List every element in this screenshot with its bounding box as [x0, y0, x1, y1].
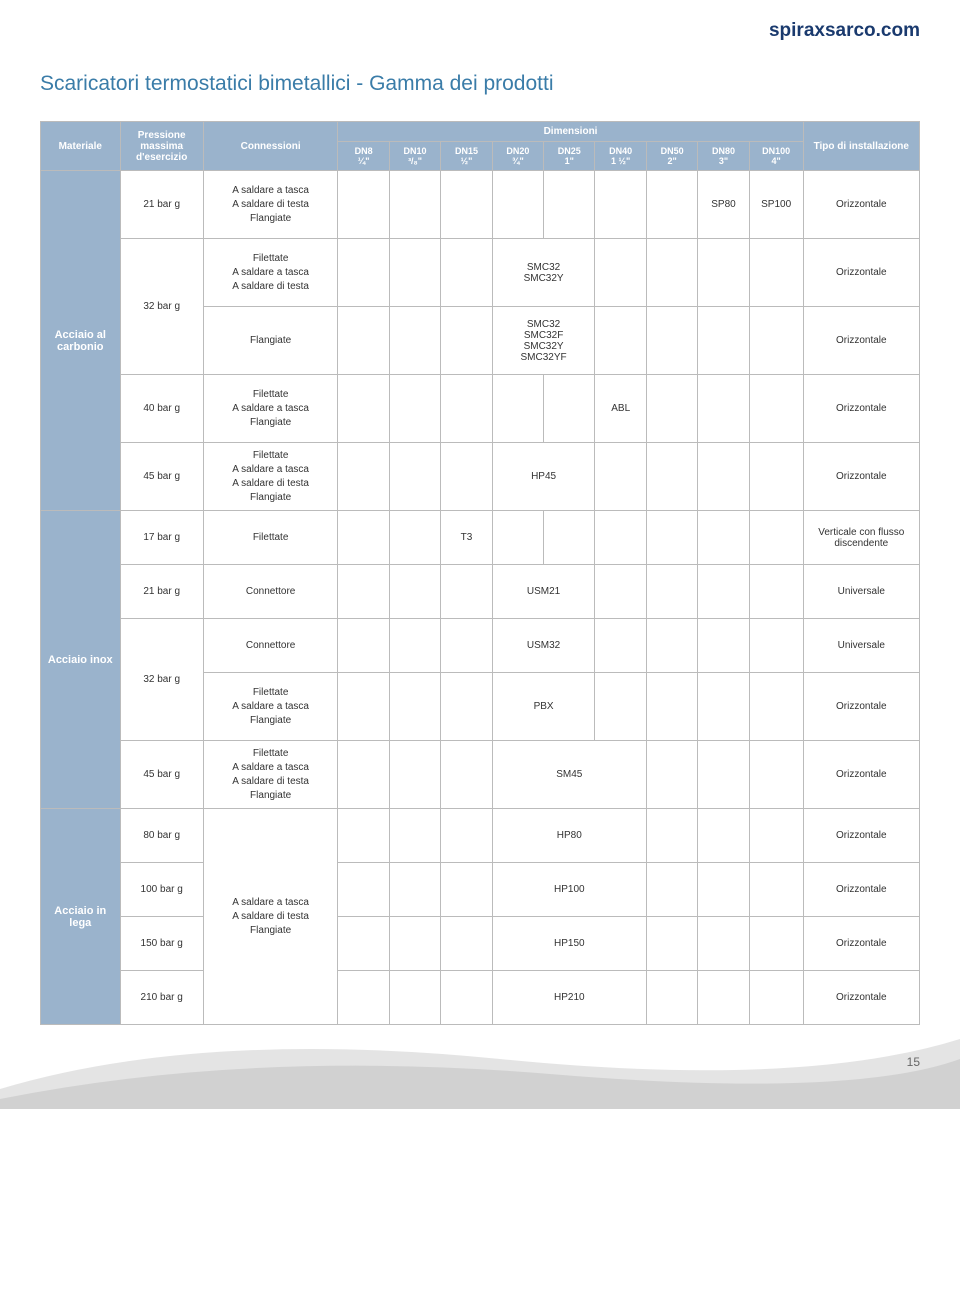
- product-cell: SM45: [492, 741, 646, 809]
- pressure-cell: 17 bar g: [120, 511, 203, 565]
- th-dn100: DN1004": [749, 142, 803, 171]
- install-cell: Orizzontale: [803, 863, 919, 917]
- install-cell: Orizzontale: [803, 375, 919, 443]
- table-row: 45 bar g FilettateA saldare a tascaA sal…: [41, 443, 920, 511]
- th-dn50: DN502": [646, 142, 697, 171]
- install-cell: Orizzontale: [803, 971, 919, 1025]
- product-cell: SMC32SMC32FSMC32YSMC32YF: [492, 307, 595, 375]
- install-cell: Orizzontale: [803, 239, 919, 307]
- pressure-cell: 80 bar g: [120, 809, 203, 863]
- pressure-cell: 21 bar g: [120, 565, 203, 619]
- pressure-cell: 100 bar g: [120, 863, 203, 917]
- connection-cell: FilettateA saldare a tascaA saldare di t…: [203, 443, 338, 511]
- th-materiale: Materiale: [41, 122, 121, 171]
- install-cell: Orizzontale: [803, 917, 919, 971]
- product-cell: USM21: [492, 565, 595, 619]
- pressure-cell: 40 bar g: [120, 375, 203, 443]
- th-connessioni: Connessioni: [203, 122, 338, 171]
- product-cell: SMC32SMC32Y: [492, 239, 595, 307]
- pressure-cell: 32 bar g: [120, 239, 203, 375]
- connection-cell: Flangiate: [203, 307, 338, 375]
- pressure-cell: 45 bar g: [120, 443, 203, 511]
- install-cell: Verticale con flusso discendente: [803, 511, 919, 565]
- install-cell: Orizzontale: [803, 809, 919, 863]
- product-cell: PBX: [492, 673, 595, 741]
- pressure-cell: 32 bar g: [120, 619, 203, 741]
- th-pressione: Pressione massima d'esercizio: [120, 122, 203, 171]
- connection-cell: Connettore: [203, 565, 338, 619]
- table-row: Acciaio al carbonio 21 bar g A saldare a…: [41, 171, 920, 239]
- install-cell: Universale: [803, 619, 919, 673]
- product-table: Materiale Pressione massima d'esercizio …: [40, 121, 920, 1025]
- table-row: 210 bar g HP210 Orizzontale: [41, 971, 920, 1025]
- product-cell: HP100: [492, 863, 646, 917]
- connection-cell: A saldare a tascaA saldare di testaFlang…: [203, 171, 338, 239]
- th-dn8: DN8¼": [338, 142, 389, 171]
- table-row: Acciaio inox 17 bar g Filettate T3 Verti…: [41, 511, 920, 565]
- table-row: 100 bar g HP100 Orizzontale: [41, 863, 920, 917]
- th-dn25: DN251": [544, 142, 595, 171]
- install-cell: Orizzontale: [803, 741, 919, 809]
- table-row: 21 bar g Connettore USM21 Universale: [41, 565, 920, 619]
- product-cell: HP45: [492, 443, 595, 511]
- material-cell: Acciaio inox: [41, 511, 121, 809]
- table-row: 45 bar g FilettateA saldare a tascaA sal…: [41, 741, 920, 809]
- th-dimensioni: Dimensioni: [338, 122, 803, 142]
- table-row: 150 bar g HP150 Orizzontale: [41, 917, 920, 971]
- connection-cell: A saldare a tascaA saldare di testaFlang…: [203, 809, 338, 1025]
- product-cell: T3: [441, 511, 492, 565]
- th-dn40: DN401 ½": [595, 142, 646, 171]
- table-header: Materiale Pressione massima d'esercizio …: [41, 122, 920, 171]
- product-cell: ABL: [595, 375, 646, 443]
- table-row: 32 bar g FilettateA saldare a tascaA sal…: [41, 239, 920, 307]
- material-cell: Acciaio al carbonio: [41, 171, 121, 511]
- connection-cell: FilettateA saldare a tascaA saldare di t…: [203, 239, 338, 307]
- product-cell: SP100: [749, 171, 803, 239]
- page-title: Scaricatori termostatici bimetallici - G…: [40, 72, 920, 96]
- product-cell: USM32: [492, 619, 595, 673]
- th-dn20: DN20¾": [492, 142, 543, 171]
- install-cell: Orizzontale: [803, 673, 919, 741]
- install-cell: Orizzontale: [803, 171, 919, 239]
- install-cell: Orizzontale: [803, 307, 919, 375]
- pressure-cell: 45 bar g: [120, 741, 203, 809]
- connection-cell: FilettateA saldare a tascaA saldare di t…: [203, 741, 338, 809]
- pressure-cell: 210 bar g: [120, 971, 203, 1025]
- pressure-cell: 21 bar g: [120, 171, 203, 239]
- th-tipo: Tipo di installazione: [803, 122, 919, 171]
- table-row: 40 bar g FilettateA saldare a tascaFlang…: [41, 375, 920, 443]
- connection-cell: FilettateA saldare a tascaFlangiate: [203, 673, 338, 741]
- th-dn10: DN10³/₈": [389, 142, 440, 171]
- connection-cell: Filettate: [203, 511, 338, 565]
- th-dn15: DN15½": [441, 142, 492, 171]
- table-row: Acciaio in lega 80 bar g A saldare a tas…: [41, 809, 920, 863]
- product-cell: HP210: [492, 971, 646, 1025]
- install-cell: Orizzontale: [803, 443, 919, 511]
- product-cell: HP150: [492, 917, 646, 971]
- brand-text: spiraxsarco.com: [40, 20, 920, 42]
- product-cell: HP80: [492, 809, 646, 863]
- connection-cell: FilettateA saldare a tascaFlangiate: [203, 375, 338, 443]
- product-cell: SP80: [698, 171, 749, 239]
- table-row: 32 bar g Connettore USM32 Universale: [41, 619, 920, 673]
- connection-cell: Connettore: [203, 619, 338, 673]
- material-cell: Acciaio in lega: [41, 809, 121, 1025]
- install-cell: Universale: [803, 565, 919, 619]
- th-dn80: DN803": [698, 142, 749, 171]
- page-number: 15: [40, 1055, 920, 1069]
- pressure-cell: 150 bar g: [120, 917, 203, 971]
